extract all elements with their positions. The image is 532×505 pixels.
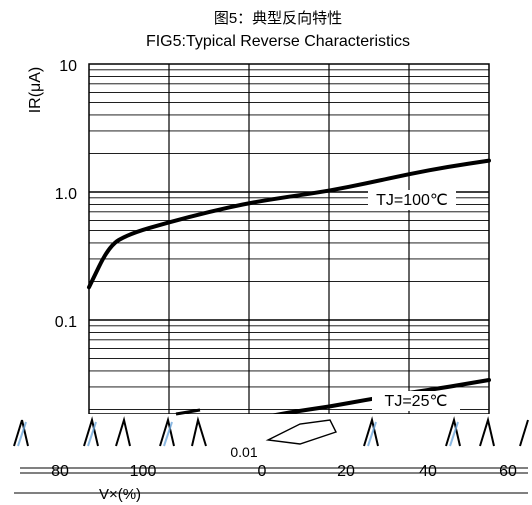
y-axis-label: IR(μA) — [27, 67, 44, 114]
chart-title-cn: 图5：典型反向特性 — [214, 10, 342, 27]
x-tick-label: 80 — [51, 463, 69, 480]
y-tick-label-0-1: 0.1 — [55, 314, 77, 331]
series-line-tj-100c — [87, 158, 491, 290]
x-tick-label: 20 — [337, 463, 355, 480]
x-axis-label: V×(%) — [99, 486, 141, 503]
x-tick-label: 40 — [419, 463, 437, 480]
series-layer: TJ=100℃ TJ=25℃ — [87, 158, 491, 440]
x-tick-label: 100 — [130, 463, 157, 480]
plot-frame — [88, 63, 490, 415]
series-label: TJ=25℃ — [385, 393, 448, 410]
chart-title: FIG5:Typical Reverse Characteristics — [146, 33, 410, 50]
series-label-background — [368, 190, 456, 210]
grid — [89, 64, 489, 414]
x-tick-label: 0 — [258, 463, 267, 480]
corrupted-band — [0, 408, 532, 454]
y-tick-label-1: 1.0 — [55, 186, 77, 203]
x-axis-line — [20, 467, 528, 474]
y-tick-label-10: 10 — [59, 58, 77, 75]
x-tick-label: 60 — [499, 463, 517, 480]
series-label-background — [372, 391, 460, 411]
series-label: TJ=100℃ — [376, 192, 448, 209]
y-tick-label-0-01: 0.01 — [230, 444, 257, 460]
